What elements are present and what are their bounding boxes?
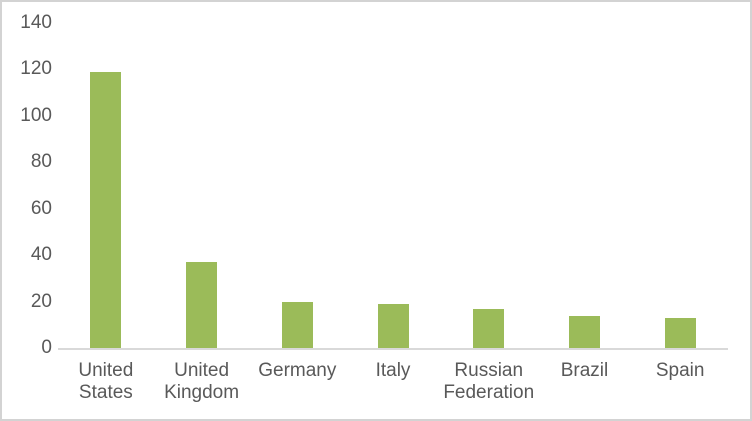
category-label-spain: Spain <box>655 360 705 381</box>
category-label-united-states: United States <box>78 360 134 403</box>
bar-slot-united-states <box>58 23 154 348</box>
y-axis-tick-label-40: 40 <box>30 244 52 266</box>
bar-russian-federation <box>473 308 505 348</box>
bar-slot-united-kingdom <box>154 23 250 348</box>
x-axis-line <box>58 348 728 350</box>
y-axis-tick-label-60: 60 <box>30 197 52 219</box>
category-label-brazil: Brazil <box>560 360 609 381</box>
y-axis: 0 20 40 60 80 100 120 140 <box>2 2 52 419</box>
y-axis-tick-label-100: 100 <box>20 104 52 126</box>
bar-slot-germany <box>249 23 345 348</box>
y-axis-tick-label-0: 0 <box>41 337 52 358</box>
bar-germany <box>281 301 313 348</box>
bar-slot-russian-federation <box>441 23 537 348</box>
plot-area <box>58 23 728 348</box>
y-axis-tick-label-120: 120 <box>20 58 52 80</box>
category-label-italy: Italy <box>375 360 411 381</box>
bar-slot-spain <box>632 23 728 348</box>
bar-united-kingdom <box>186 262 218 348</box>
y-axis-tick-label-80: 80 <box>30 151 52 173</box>
bar-united-states <box>90 71 122 348</box>
category-label-russian-federation: Russian Federation <box>443 360 535 403</box>
x-axis-labels: United States United Kingdom Germany Italy R… <box>58 360 728 404</box>
bar-slot-brazil <box>537 23 633 348</box>
category-label-united-kingdom: United Kingdom <box>164 360 240 403</box>
y-axis-tick-label-20: 20 <box>30 290 52 312</box>
bar-slot-italy <box>345 23 441 348</box>
bar-italy <box>377 303 409 348</box>
y-axis-tick-label-140: 140 <box>20 12 52 33</box>
bar-spain <box>664 317 696 348</box>
category-label-germany: Germany <box>258 360 337 381</box>
bar-brazil <box>568 315 600 348</box>
